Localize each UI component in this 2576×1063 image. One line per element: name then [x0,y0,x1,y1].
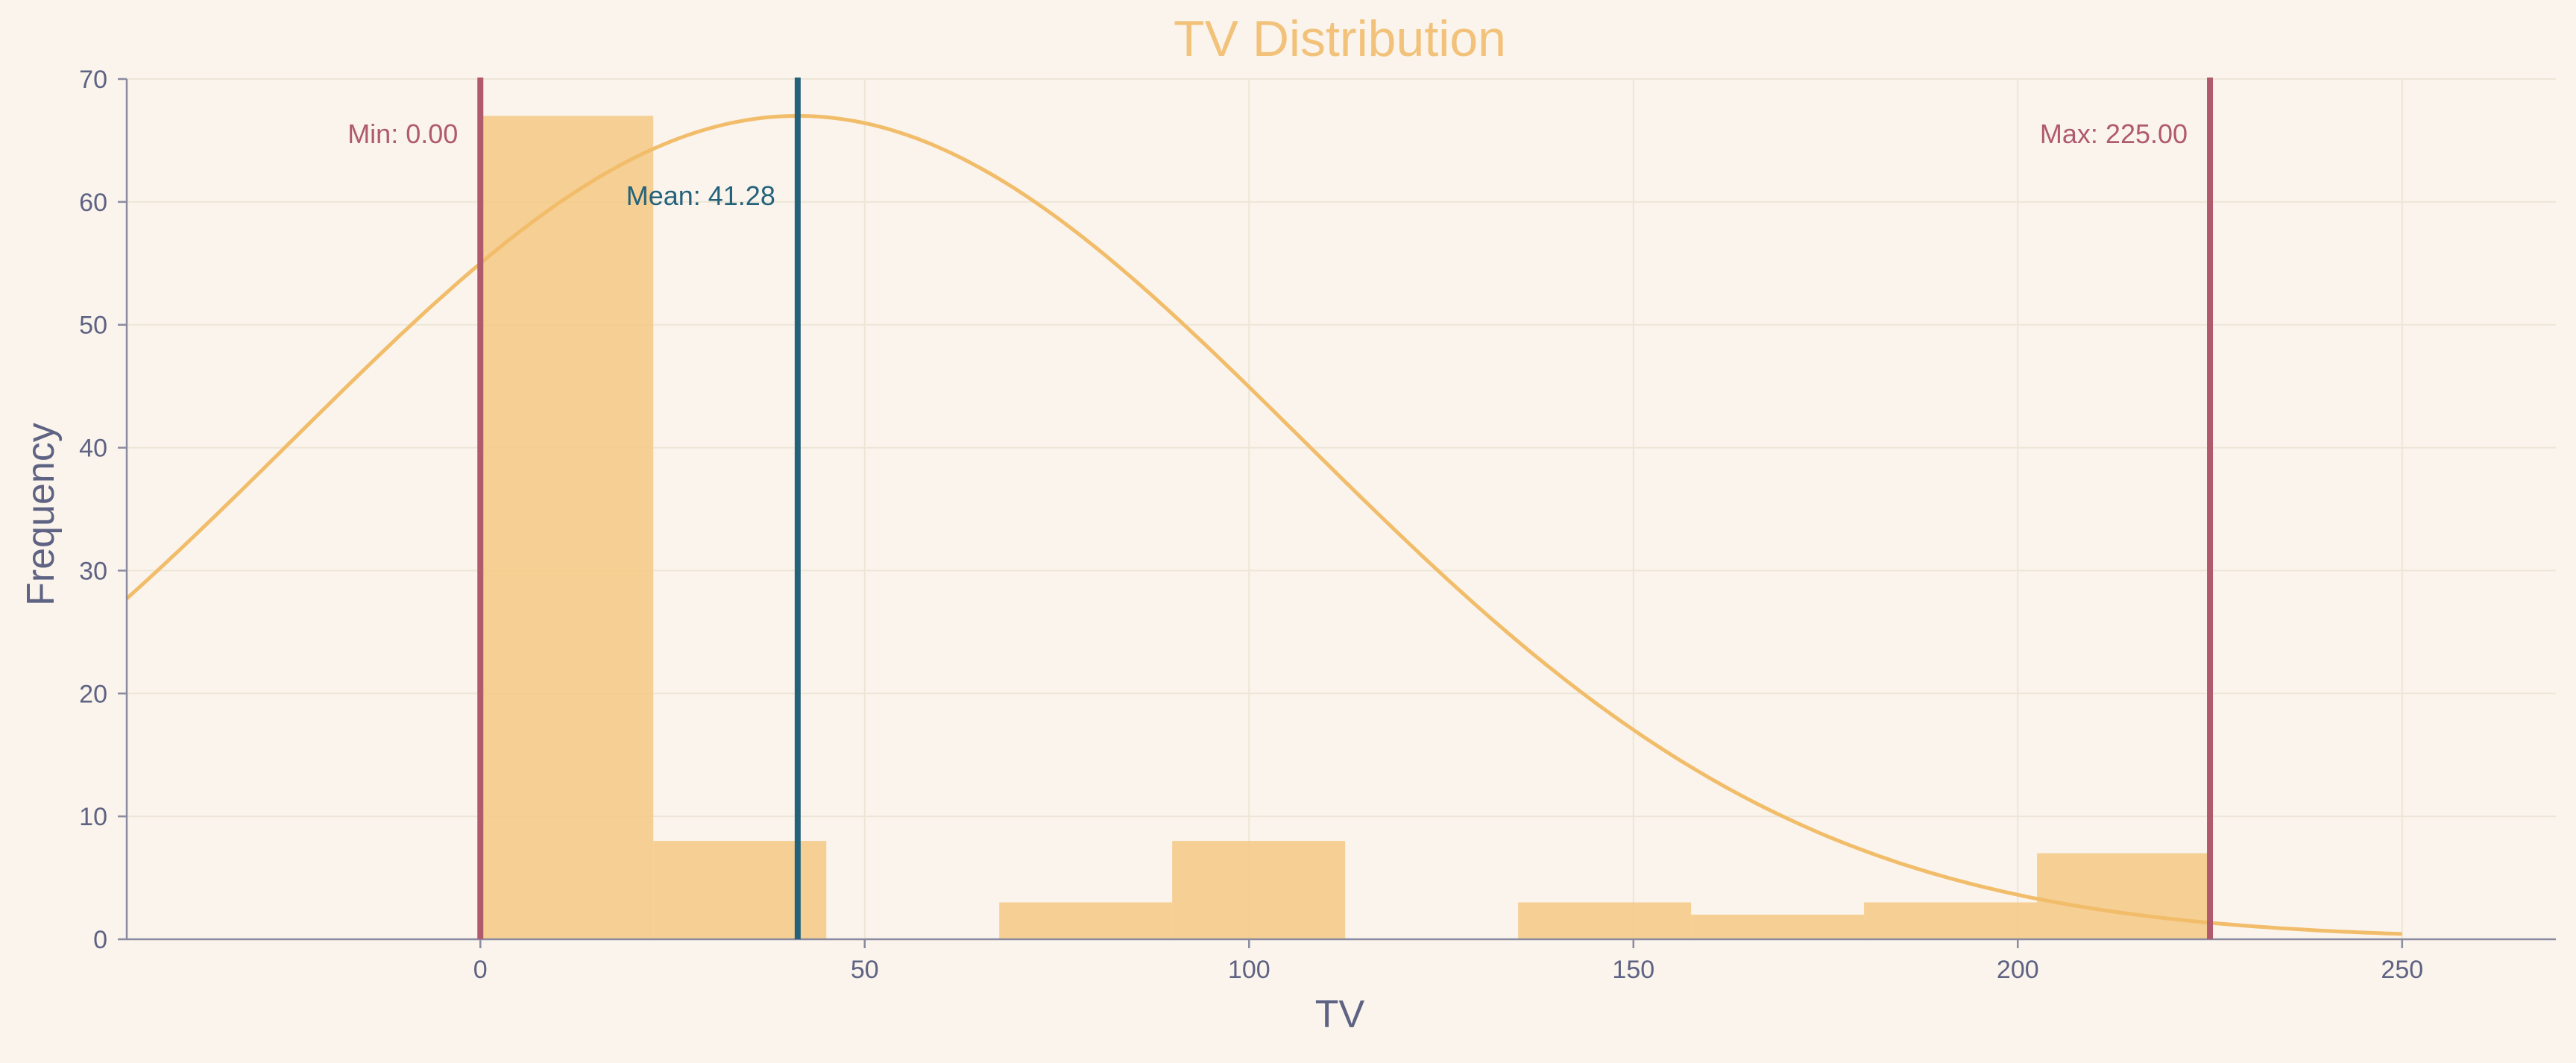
y-tick-label: 70 [79,66,107,94]
axes-layer: 0 10 20 30 40 50 60 70 0 50 100 150 200 250 [79,66,2556,984]
x-tick-label: 200 [1997,956,2039,984]
reference-label-min: Min: 0.00 [347,119,458,149]
histogram-bar [2037,853,2211,939]
histogram-bar [999,902,1173,939]
histogram-bar [1518,902,1692,939]
y-axis-title: Frequency [19,423,63,606]
y-tick-label: 50 [79,312,107,340]
x-tick-label: 100 [1228,956,1270,984]
y-tick-label: 40 [79,435,107,463]
bars-layer [480,116,2211,939]
text-layer: TV Distribution TV Frequency [19,10,1506,1036]
reference-label-max: Max: 225.00 [2040,119,2188,149]
histogram-bar [1864,902,2038,939]
chart-title: TV Distribution [1174,10,1506,67]
reference-lines-layer: Min: 0.00 Mean: 41.28 Max: 225.00 [347,78,2214,939]
density-curve [125,114,2402,936]
x-tick-label: 250 [2381,956,2423,984]
y-tick-label: 0 [93,926,107,954]
histogram-bar [1691,915,1865,939]
y-tick-label: 60 [79,189,107,217]
y-tick-label: 10 [79,803,107,831]
reference-label-mean: Mean: 41.28 [626,180,775,211]
x-tick-label: 50 [851,956,879,984]
x-tick-label: 150 [1612,956,1654,984]
x-axis-title: TV [1315,993,1365,1036]
x-tick-label: 0 [473,956,488,984]
density-curve-layer [125,114,2402,936]
histogram-bar [480,116,654,939]
y-tick-label: 20 [79,680,107,708]
histogram-bar [1172,841,1346,939]
y-tick-label: 30 [79,557,107,585]
